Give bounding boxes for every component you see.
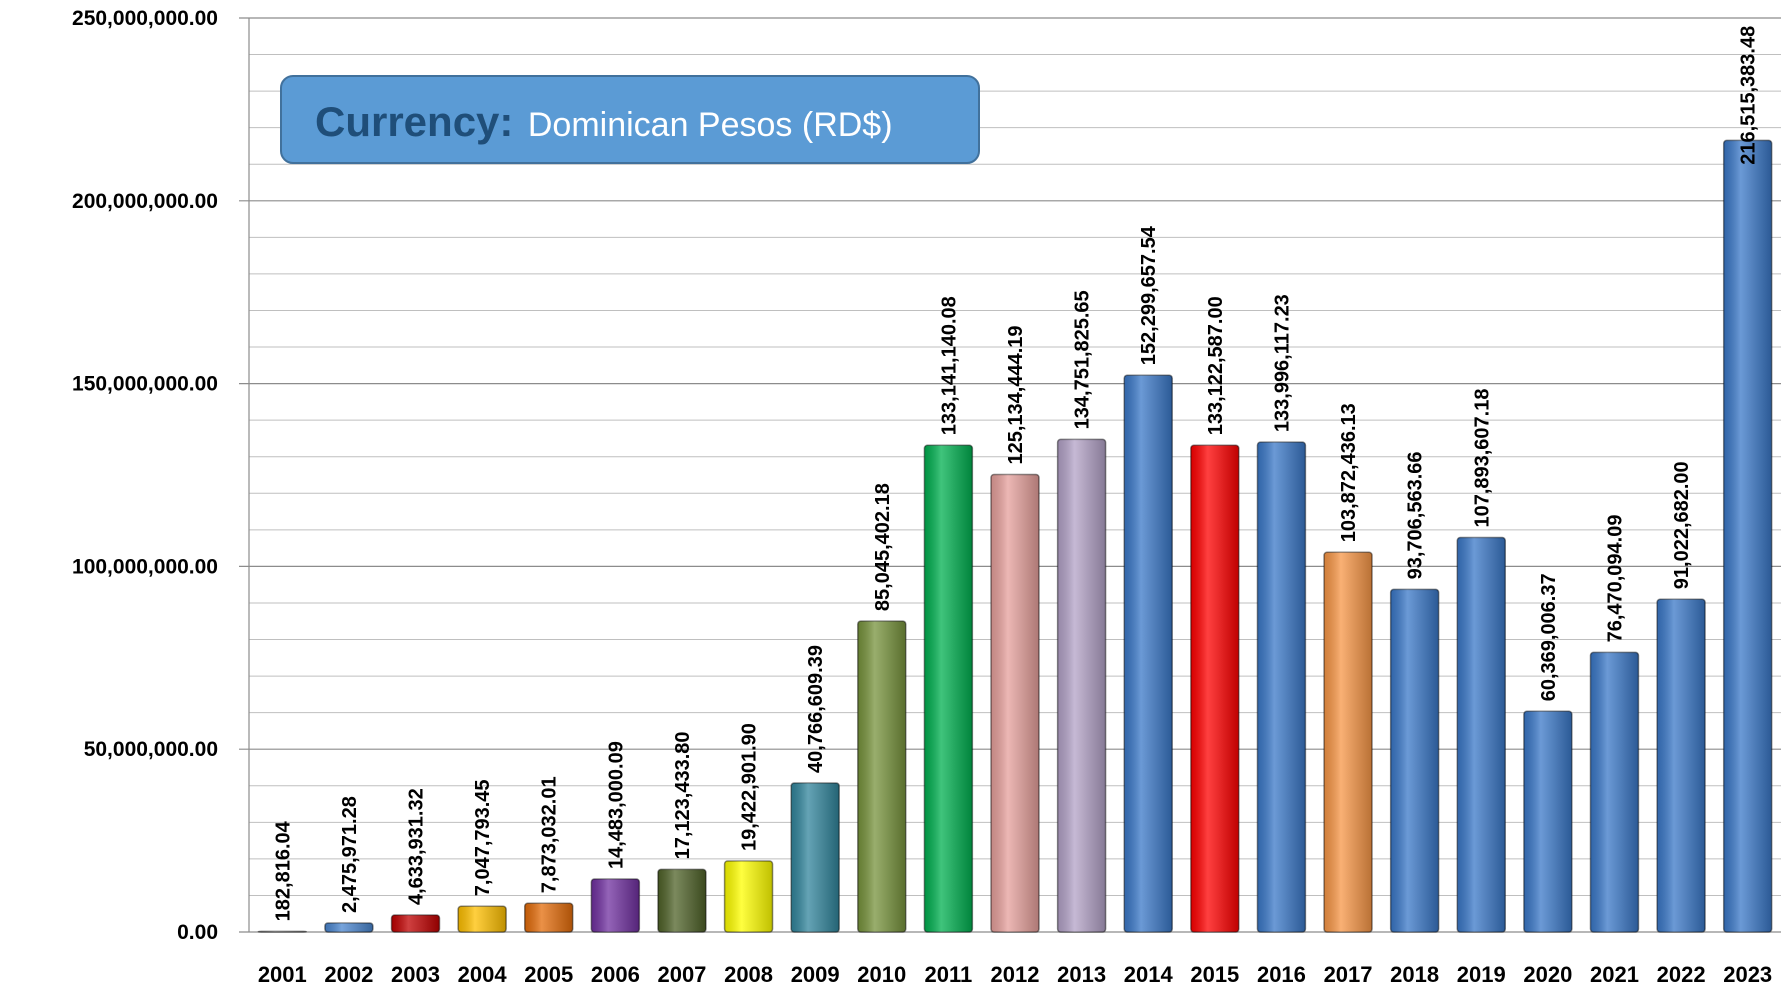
x-tick-label: 2002 xyxy=(324,962,373,987)
bar-shine xyxy=(724,860,773,932)
value-label: 107,893,607.18 xyxy=(1471,389,1493,528)
x-tick-label: 2019 xyxy=(1457,962,1506,987)
x-tick-label: 2014 xyxy=(1124,962,1174,987)
bar-shine xyxy=(391,915,440,932)
value-label: 134,751,825.65 xyxy=(1072,290,1094,429)
x-tick-label: 2013 xyxy=(1057,962,1106,987)
annotation-box: Currency: Dominican Pesos (RD$) xyxy=(280,75,980,164)
value-label: 14,483,000.09 xyxy=(605,741,627,869)
y-tick-label: 250,000,000.00 xyxy=(72,7,218,30)
bar-shine xyxy=(1390,589,1439,932)
bar-shine xyxy=(258,931,307,932)
bar-shine xyxy=(1190,445,1239,932)
bar-shine xyxy=(1457,537,1506,932)
bar-shine xyxy=(1324,552,1373,932)
bar-shine xyxy=(458,906,507,932)
value-label: 76,470,094.09 xyxy=(1604,515,1626,643)
bar-shine xyxy=(791,782,840,932)
x-tick-label: 2004 xyxy=(458,962,508,987)
x-tick-label: 2023 xyxy=(1723,962,1772,987)
x-tick-label: 2007 xyxy=(657,962,706,987)
y-tick-label: 150,000,000.00 xyxy=(72,373,218,396)
x-tick-label: 2015 xyxy=(1190,962,1239,987)
x-tick-label: 2001 xyxy=(258,962,307,987)
value-label: 7,047,793.45 xyxy=(472,779,494,896)
value-label: 182,816.04 xyxy=(272,820,294,921)
value-label: 133,996,117.23 xyxy=(1271,294,1293,432)
bar-shine xyxy=(1657,599,1706,932)
bar-shine xyxy=(924,445,973,932)
value-label: 19,422,901.90 xyxy=(739,723,761,851)
value-label: 125,134,444.19 xyxy=(1005,325,1027,464)
value-label: 152,299,657.54 xyxy=(1138,225,1160,365)
value-label: 103,872,436.13 xyxy=(1338,403,1360,542)
value-label: 4,633,931.32 xyxy=(406,788,428,905)
bar-shine xyxy=(524,903,573,932)
bar-shine xyxy=(1590,652,1639,932)
x-tick-label: 2009 xyxy=(791,962,840,987)
bar-shine xyxy=(657,869,706,932)
x-tick-label: 2022 xyxy=(1657,962,1706,987)
value-label: 7,873,032.01 xyxy=(539,776,561,893)
x-tick-label: 2005 xyxy=(524,962,573,987)
value-label: 17,123,433.80 xyxy=(672,731,694,859)
x-tick-label: 2011 xyxy=(925,962,973,987)
bar-shine xyxy=(1257,442,1306,932)
bar-shine xyxy=(591,879,640,932)
value-label: 93,706,563.66 xyxy=(1405,452,1427,580)
x-tick-label: 2016 xyxy=(1257,962,1306,987)
x-tick-label: 2021 xyxy=(1590,962,1639,987)
x-tick-label: 2008 xyxy=(724,962,773,987)
bar-shine xyxy=(1523,711,1572,932)
y-tick-label: 0.00 xyxy=(177,921,218,944)
value-label: 40,766,609.39 xyxy=(805,645,827,773)
value-label: 133,122,587.00 xyxy=(1205,296,1227,435)
y-tick-label: 100,000,000.00 xyxy=(72,555,218,578)
bar-shine xyxy=(1124,375,1173,932)
value-label: 133,141,140.08 xyxy=(938,296,960,435)
value-label: 85,045,402.18 xyxy=(872,483,894,611)
x-tick-label: 2010 xyxy=(857,962,906,987)
x-tick-label: 2020 xyxy=(1523,962,1572,987)
annotation: Currency: Dominican Pesos (RD$) xyxy=(315,98,893,145)
annotation-label: Currency: xyxy=(315,98,513,145)
x-tick-label: 2018 xyxy=(1390,962,1439,987)
x-tick-label: 2003 xyxy=(391,962,440,987)
value-label: 2,475,971.28 xyxy=(339,796,361,913)
value-label: 216,515,383.48 xyxy=(1738,26,1760,165)
x-tick-label: 2012 xyxy=(991,962,1040,987)
bar-shine xyxy=(991,474,1039,932)
annotation-text: Dominican Pesos (RD$) xyxy=(528,106,893,144)
bar-shine xyxy=(1723,140,1772,933)
bar-shine xyxy=(324,922,373,932)
y-tick-label: 200,000,000.00 xyxy=(72,190,218,213)
value-label: 60,369,006.37 xyxy=(1538,573,1560,701)
x-tick-label: 2017 xyxy=(1324,962,1373,987)
y-tick-label: 50,000,000.00 xyxy=(84,738,218,761)
bar-shine xyxy=(1057,439,1106,932)
value-label: 91,022,682.00 xyxy=(1671,461,1693,589)
x-tick-label: 2006 xyxy=(591,962,640,987)
bar-shine xyxy=(857,621,906,932)
